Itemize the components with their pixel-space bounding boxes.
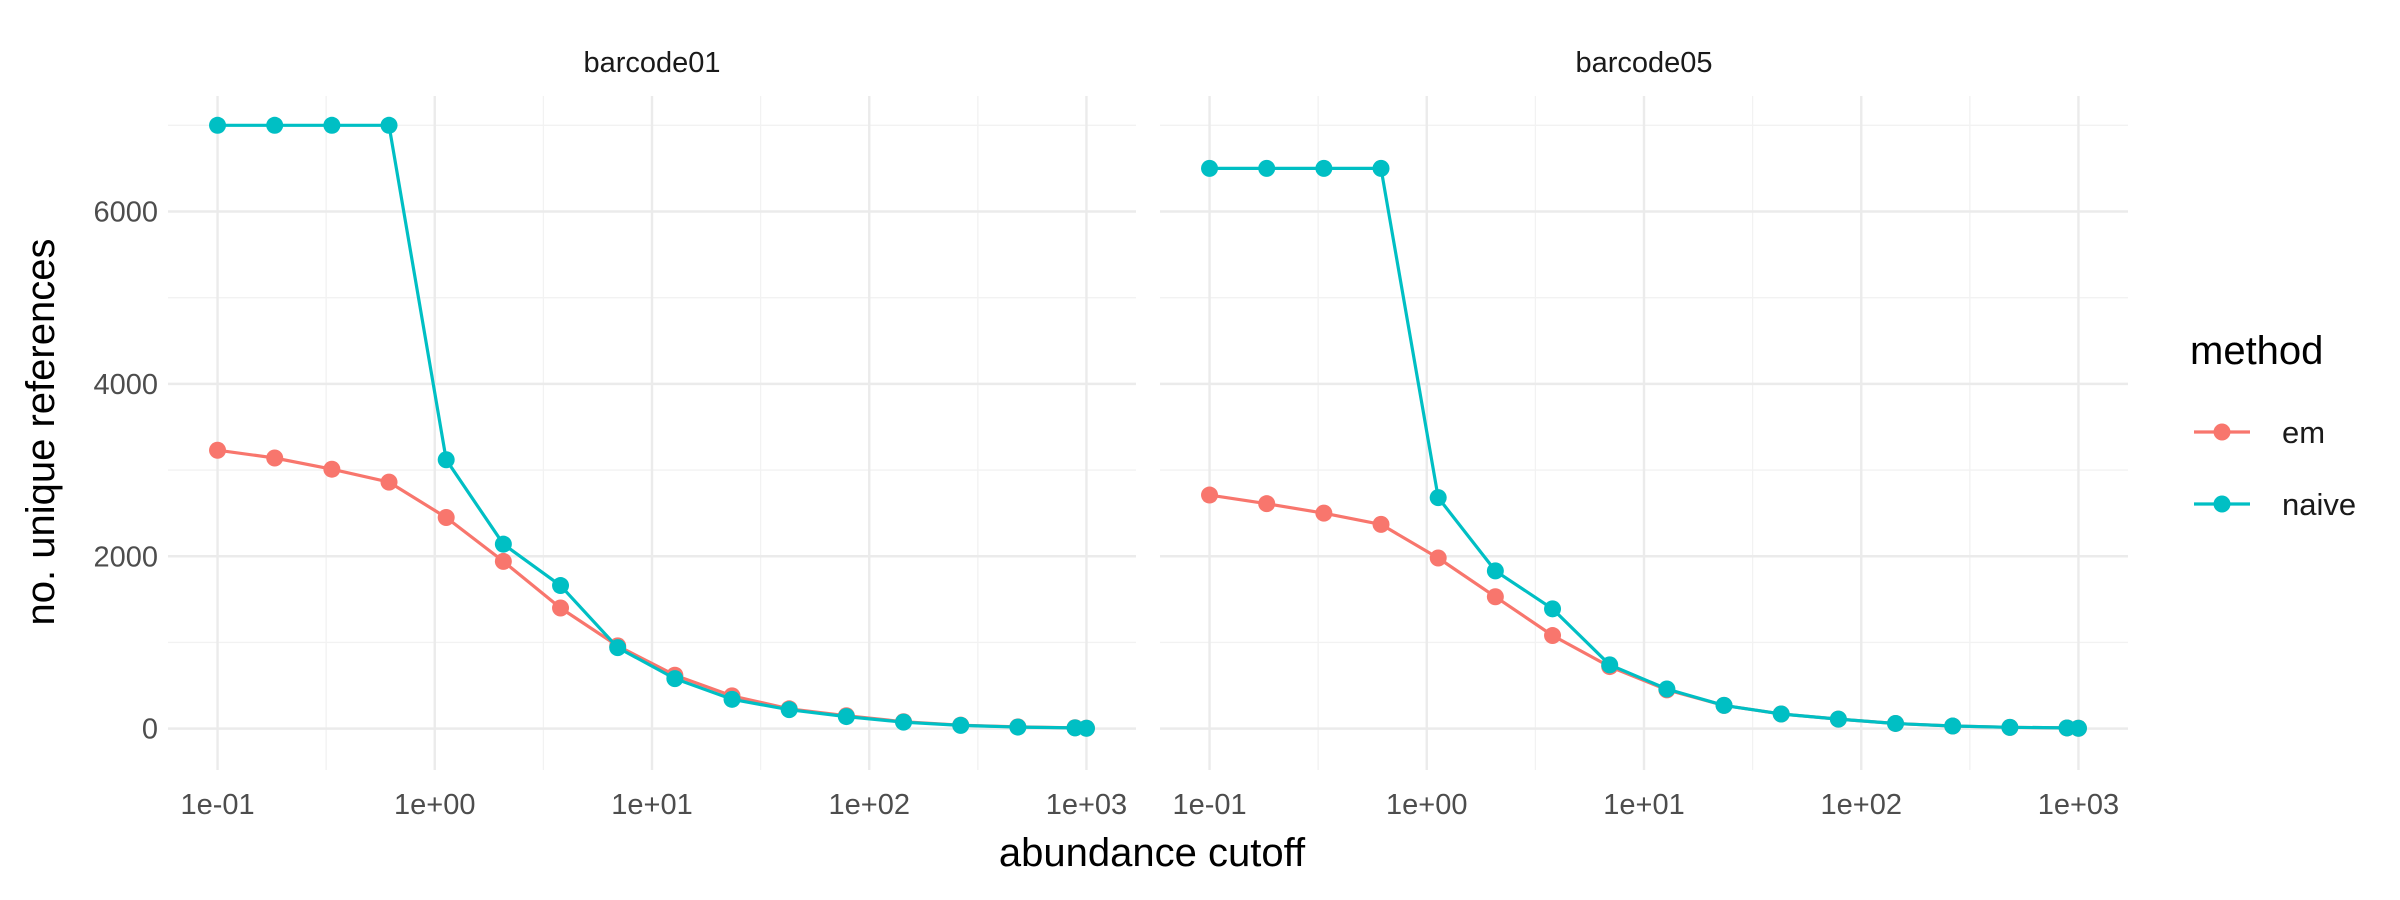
data-point-naive — [1544, 600, 1562, 618]
data-point-naive — [1715, 696, 1733, 714]
x-tick-label: 1e+01 — [611, 789, 692, 821]
x-tick-label: 1e+01 — [1603, 789, 1684, 821]
x-tick-label: 1e-01 — [180, 789, 254, 821]
x-tick-label: 1e+00 — [1386, 789, 1467, 821]
legend-entry-naive: naive — [2194, 487, 2356, 522]
data-point-naive — [1772, 705, 1790, 723]
legend-key-point — [2213, 495, 2231, 513]
data-point-naive — [1429, 489, 1447, 507]
data-point-em — [380, 473, 398, 491]
data-point-em — [494, 552, 512, 570]
data-point-em — [1486, 588, 1504, 606]
data-point-naive — [1486, 562, 1504, 580]
y-axis-title: no. unique references — [19, 239, 63, 626]
legend-key-point — [2213, 423, 2231, 441]
legend-label: naive — [2282, 487, 2356, 522]
data-point-naive — [1887, 714, 1905, 732]
y-tick-label: 2000 — [93, 541, 158, 573]
data-point-em — [1429, 549, 1447, 567]
data-point-naive — [609, 639, 627, 657]
strip-label: barcode05 — [1575, 47, 1712, 79]
panel-barcode01: 1e-01 1e+00 1e+01 1e+02 1e+03 0 2000 4000 6000 ba… — [93, 47, 1136, 821]
panel-barcode05: 1e-01 1e+00 1e+01 1e+02 1e+03 barcode05 — [1160, 47, 2128, 821]
panels-layer: 1e-01 1e+00 1e+01 1e+02 1e+03 0 2000 4000 6000 ba… — [93, 47, 2128, 821]
x-tick-label: 1e-01 — [1172, 789, 1246, 821]
legend-entry-em: em — [2194, 415, 2325, 450]
data-point-naive — [323, 116, 341, 134]
data-point-naive — [1829, 710, 1847, 728]
x-tick-label: 1e+02 — [1821, 789, 1902, 821]
data-point-naive — [209, 116, 227, 134]
data-point-naive — [1944, 717, 1962, 735]
data-point-em — [1315, 504, 1333, 522]
strip-label: barcode01 — [583, 47, 720, 79]
data-point-naive — [380, 116, 398, 134]
data-point-naive — [1658, 680, 1676, 698]
data-point-naive — [552, 577, 570, 595]
x-tick-label: 1e+03 — [2038, 789, 2119, 821]
legend-entries: em naive — [2194, 415, 2356, 522]
data-point-em — [1258, 495, 1276, 513]
data-point-naive — [1601, 656, 1619, 674]
data-point-naive — [952, 716, 970, 734]
x-tick-label: 1e+00 — [394, 789, 475, 821]
legend-title: method — [2190, 329, 2323, 373]
series-naive — [209, 116, 1095, 737]
data-point-naive — [1372, 159, 1390, 177]
data-point-naive — [1201, 159, 1219, 177]
data-point-naive — [437, 451, 455, 469]
data-point-naive — [1077, 719, 1095, 737]
data-point-naive — [1258, 159, 1276, 177]
legend: method em naive — [2190, 329, 2356, 522]
legend-label: em — [2282, 415, 2325, 450]
data-point-naive — [666, 670, 684, 688]
data-point-naive — [837, 708, 855, 726]
data-point-naive — [1315, 159, 1333, 177]
y-tick-label: 4000 — [93, 369, 158, 401]
data-point-naive — [494, 535, 512, 553]
data-point-em — [209, 441, 227, 459]
data-point-em — [1372, 515, 1390, 533]
data-point-naive — [2069, 719, 2087, 737]
data-point-em — [552, 599, 570, 617]
series-naive — [1201, 159, 2087, 737]
data-point-naive — [895, 713, 913, 731]
x-axis-title: abundance cutoff — [999, 831, 1306, 875]
x-tick-label: 1e+03 — [1046, 789, 1127, 821]
data-point-naive — [2001, 718, 2019, 736]
data-point-em — [437, 508, 455, 526]
y-tick-label: 0 — [142, 714, 158, 746]
data-point-em — [323, 460, 341, 478]
data-point-naive — [1009, 718, 1027, 736]
data-point-naive — [723, 690, 741, 708]
data-point-em — [1201, 486, 1219, 504]
data-point-naive — [780, 701, 798, 719]
data-point-em — [266, 449, 284, 467]
data-point-em — [1544, 627, 1562, 645]
data-point-naive — [266, 116, 284, 134]
y-tick-label: 6000 — [93, 196, 158, 228]
x-tick-label: 1e+02 — [829, 789, 910, 821]
